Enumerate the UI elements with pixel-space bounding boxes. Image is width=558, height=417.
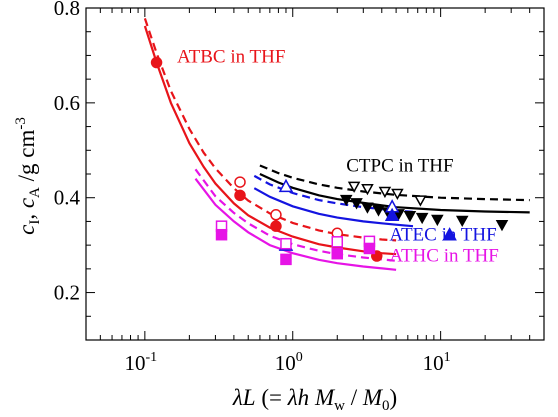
atbc-filled-point	[150, 56, 163, 69]
atec-open-point	[278, 178, 294, 193]
x-tick-label: 100	[275, 350, 303, 375]
ctpc-filled-point	[403, 210, 417, 223]
ctpc-filled-point	[339, 194, 353, 207]
ctpc-filled-point	[431, 214, 444, 227]
athc-dashed-curve	[194, 168, 397, 262]
ctpc-filled-point	[415, 212, 429, 225]
y-axis-label: cI, cA /g cm-3	[13, 117, 43, 235]
athc-filled-point	[280, 253, 292, 266]
ctpc-filled-point	[455, 215, 469, 228]
y-tick-label: 0.2	[54, 281, 80, 305]
ctpc-filled-point	[350, 198, 363, 210]
athc-open-point	[331, 236, 344, 248]
ctpc-open-point	[391, 188, 404, 200]
atbc-dashed-curve	[143, 18, 397, 242]
atbc-open-point	[270, 209, 282, 221]
ctpc-filled-point	[361, 202, 374, 214]
atec-series-label: ATEC in THF	[389, 224, 496, 245]
atbc-solid-curve	[143, 25, 397, 256]
y-tick-label: 0.6	[54, 91, 80, 115]
data-markers	[150, 56, 509, 266]
ctpc-open-point	[414, 195, 427, 207]
ctpc-open-point	[347, 181, 361, 193]
athc-open-point	[280, 237, 292, 250]
ctpc-open-point	[361, 183, 374, 196]
atbc-filled-point	[270, 220, 282, 232]
fit-curves	[143, 18, 530, 271]
ctpc-filled-point	[495, 219, 509, 232]
atbc-open-point	[234, 176, 246, 188]
atbc-filled-point	[234, 189, 246, 202]
x-axis-label: λL (= λh Mw / M0)	[232, 385, 397, 414]
ctpc-open-point	[378, 186, 392, 199]
y-tick-label: 0.4	[54, 186, 81, 210]
ctpc-filled-point	[372, 205, 385, 217]
ctpc-series-label: CTPC in THF	[346, 156, 453, 177]
athc-filled-point	[331, 247, 344, 260]
ctpc-dashed-curve	[259, 164, 530, 202]
atec-filled-point	[442, 227, 457, 241]
y-tick-label: 0.8	[54, 0, 80, 20]
axis-ticks: 10-1 100 101 0.2 0.4 0.6 0.8	[54, 0, 545, 375]
atec-solid-curve	[253, 187, 414, 228]
atbc-series-label: ATBC in THF	[177, 47, 285, 68]
athc-series-label: ATHC in THF	[389, 246, 498, 267]
x-tick-label: 101	[423, 350, 451, 375]
atec-filled-point	[384, 207, 400, 222]
athc-filled-point	[363, 242, 376, 255]
athc-filled-point	[215, 228, 228, 241]
x-tick-label: 10-1	[125, 350, 158, 375]
